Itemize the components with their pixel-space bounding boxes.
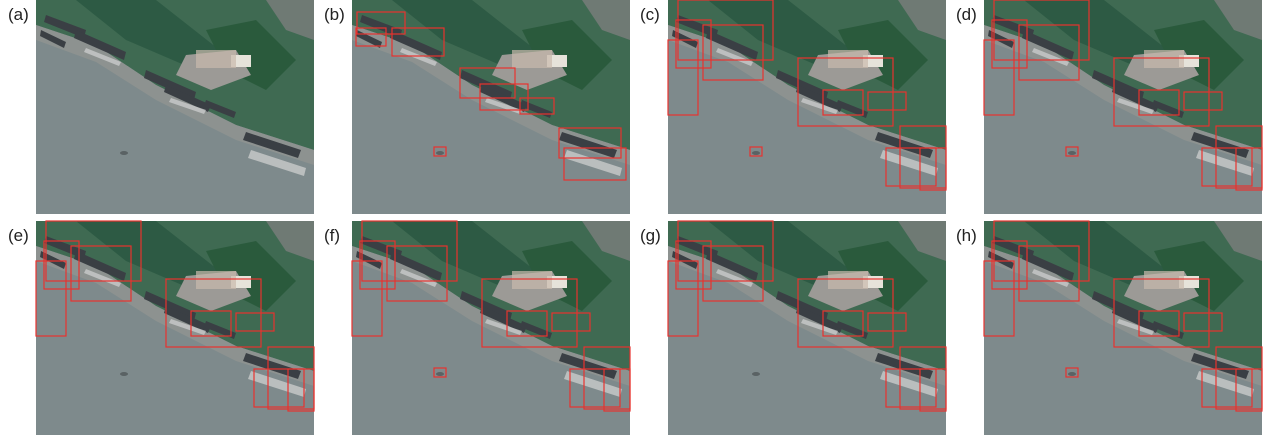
panel-image bbox=[668, 221, 946, 435]
panel-label: (f) bbox=[324, 226, 340, 245]
satellite-image bbox=[984, 0, 1262, 214]
panel-image bbox=[668, 0, 946, 214]
panel-label: (b) bbox=[324, 5, 345, 24]
panel-image bbox=[984, 221, 1262, 435]
panel-image bbox=[352, 221, 630, 435]
panel-label: (c) bbox=[640, 5, 660, 24]
figure: (a) (b) (c) (d) (e) (f) (g) (h) bbox=[0, 0, 1264, 435]
panel-label: (e) bbox=[8, 226, 29, 245]
panel-label: (d) bbox=[956, 5, 977, 24]
panel-image bbox=[352, 0, 630, 214]
satellite-image bbox=[36, 221, 314, 435]
satellite-image bbox=[352, 221, 630, 435]
panel-label: (g) bbox=[640, 226, 661, 245]
panel-image bbox=[984, 0, 1262, 214]
panel-image bbox=[36, 221, 314, 435]
satellite-image bbox=[984, 221, 1262, 435]
panel-label: (h) bbox=[956, 226, 977, 245]
panel-label: (a) bbox=[8, 5, 29, 24]
satellite-image bbox=[668, 0, 946, 214]
satellite-image bbox=[668, 221, 946, 435]
panel-image bbox=[36, 0, 314, 214]
satellite-image bbox=[352, 0, 630, 214]
satellite-image bbox=[36, 0, 314, 214]
